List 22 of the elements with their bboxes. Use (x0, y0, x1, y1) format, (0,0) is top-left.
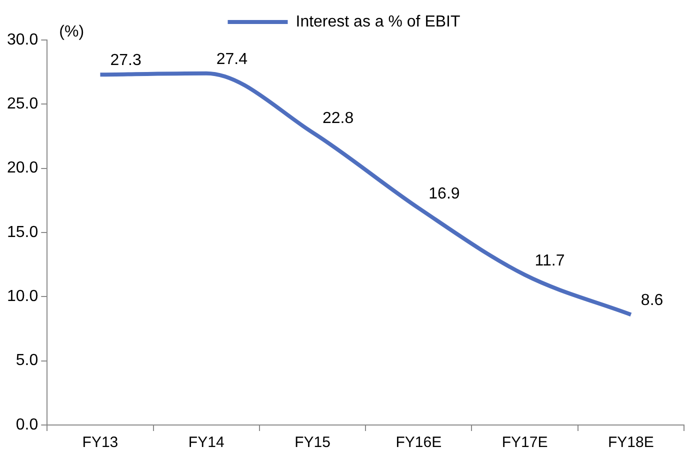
x-tick-label: FY17E (502, 434, 548, 452)
y-tick-label: 25.0 (7, 96, 38, 113)
x-tick-label: FY15 (294, 434, 330, 452)
x-tick-label: FY13 (82, 434, 118, 452)
data-label: 22.8 (322, 110, 354, 127)
y-tick-label: 30.0 (7, 31, 38, 48)
y-tick-label: 0.0 (16, 416, 38, 434)
data-label: 11.7 (534, 252, 565, 270)
y-tick-label: 15.0 (7, 224, 38, 241)
y-tick-label: 10.0 (7, 288, 38, 306)
x-tick-label: FY14 (188, 434, 224, 452)
x-tick-label: FY16E (396, 434, 442, 452)
line-series (98, 71, 633, 317)
y-axis-title: (%) (59, 23, 84, 40)
y-tick-label: 20.0 (7, 160, 38, 177)
data-label: 8.6 (640, 292, 664, 310)
data-label: 27.3 (110, 52, 142, 70)
x-tick-label: FY18E (608, 434, 654, 452)
data-label: 27.4 (216, 50, 248, 68)
y-tick-label: 5.0 (16, 352, 38, 370)
data-label: 16.9 (428, 186, 460, 203)
legend-label: Interest as a % of EBIT (296, 13, 460, 30)
